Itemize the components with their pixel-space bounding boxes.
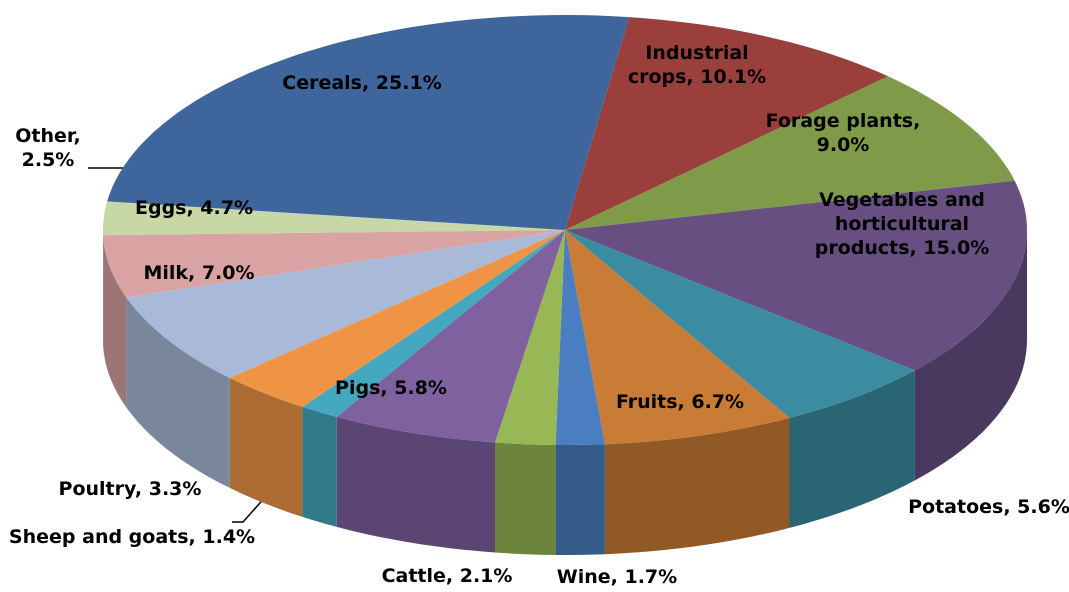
data-label: Forage plants, 9.0% <box>765 110 921 156</box>
slice-side <box>302 406 337 527</box>
data-label: Potatoes, 5.6% <box>908 496 1069 518</box>
data-label: Sheep and goats, 1.4% <box>8 526 256 548</box>
slice-side <box>495 442 556 555</box>
slice <box>565 230 915 418</box>
slice <box>107 15 630 230</box>
slice-side <box>789 370 915 528</box>
data-label: Vegetables and horticultural products, 1… <box>814 189 990 259</box>
slice-side <box>103 235 127 408</box>
data-label: Other, 2.5% <box>15 125 81 171</box>
data-label: Cattle, 2.1% <box>381 565 513 587</box>
slice <box>565 230 790 445</box>
slice <box>126 230 566 378</box>
slice <box>495 230 565 445</box>
slice <box>103 201 565 236</box>
slice-side <box>604 417 790 555</box>
data-label: Milk, 7.0% <box>143 262 255 284</box>
data-label: Cereals, 25.1% <box>282 72 442 94</box>
slice <box>229 230 566 407</box>
slice <box>565 17 888 230</box>
data-label: Poultry, 3.3% <box>58 478 202 500</box>
data-label: Wine, 1.7% <box>556 566 678 588</box>
slice <box>302 230 565 417</box>
slice-side <box>555 444 605 555</box>
slice-side <box>914 230 1027 481</box>
slice <box>555 230 605 445</box>
data-label: Fruits, 6.7% <box>615 391 745 413</box>
slice <box>565 180 1027 371</box>
slice-side <box>229 377 303 517</box>
data-label: Eggs, 4.7% <box>134 197 254 219</box>
slice-side <box>336 416 495 553</box>
leader-line <box>232 493 269 523</box>
slice-side <box>126 297 230 488</box>
slice <box>565 76 1015 230</box>
data-label: Pigs, 5.8% <box>335 377 447 399</box>
slice <box>103 230 565 298</box>
slice <box>336 230 565 443</box>
data-label: Industrial crops, 10.1% <box>627 42 767 88</box>
